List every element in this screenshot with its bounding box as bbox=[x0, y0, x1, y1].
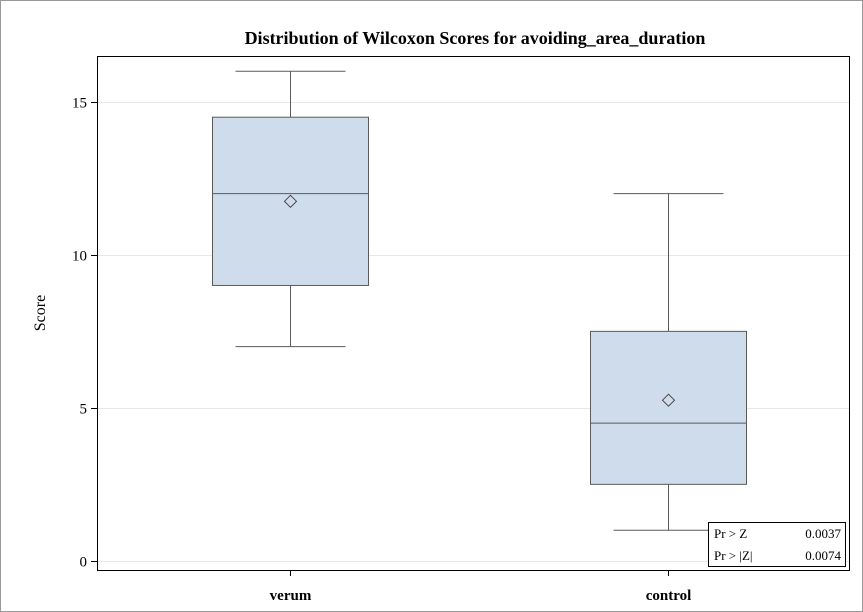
x-axis: verum control bbox=[270, 570, 692, 604]
inset-box bbox=[708, 522, 846, 567]
boxes-layer bbox=[212, 70, 747, 531]
x-category-label: verum bbox=[270, 588, 312, 604]
y-tick-label: 15 bbox=[72, 96, 87, 112]
inset-label: Pr > Z bbox=[714, 526, 747, 541]
inset-label: Pr > |Z| bbox=[714, 548, 753, 563]
y-tick-label: 0 bbox=[80, 555, 88, 571]
iqr-box bbox=[590, 330, 747, 485]
plot-frame bbox=[97, 56, 850, 571]
mean-marker bbox=[661, 393, 676, 407]
y-tick-label: 5 bbox=[80, 402, 88, 418]
y-axis: 0 5 10 15 bbox=[72, 96, 97, 571]
iqr-box bbox=[212, 116, 369, 286]
inset-value: 0.0037 bbox=[805, 526, 841, 541]
inset-value: 0.0074 bbox=[805, 548, 841, 563]
y-axis-title: Score bbox=[32, 295, 49, 331]
box-verum bbox=[212, 70, 369, 348]
box-control bbox=[590, 193, 747, 531]
x-category-label: control bbox=[646, 588, 692, 604]
y-tick-label: 10 bbox=[72, 249, 87, 265]
mean-marker bbox=[283, 194, 298, 209]
stats-inset-table: Pr > Z 0.0037 Pr > |Z| 0.0074 bbox=[708, 522, 846, 567]
chart-title: Distribution of Wilcoxon Scores for avoi… bbox=[245, 28, 706, 48]
